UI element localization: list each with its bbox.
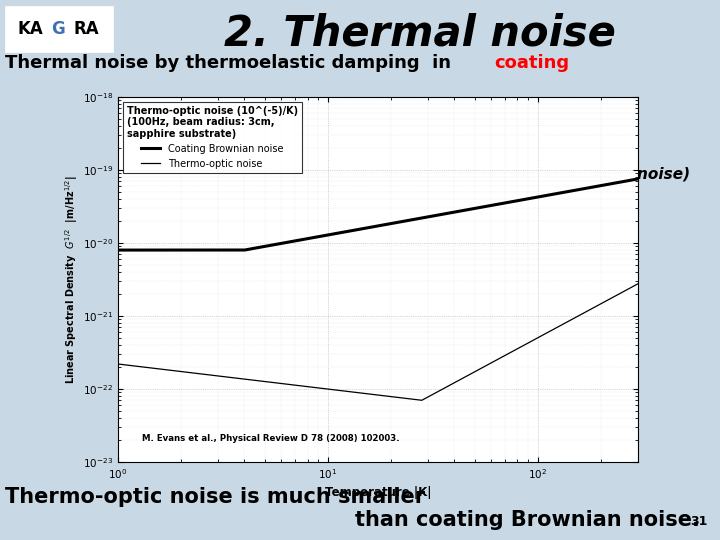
Coating Brownian noise: [349, 227, 358, 234]
Coating Brownian noise: [634, 176, 642, 182]
Thermo-optic noise: [248, 377, 256, 383]
Text: G: G: [51, 20, 65, 38]
Thermo-optic noise: [462, 373, 470, 380]
Thermo-optic noise: [421, 395, 430, 402]
Text: 31: 31: [690, 515, 708, 528]
Thermo-optic noise: [506, 349, 515, 356]
Y-axis label: Linear Spectral Density  $G^{1/2}$  |m/Hz$^{1/2}$|: Linear Spectral Density $G^{1/2}$ |m/Hz$…: [63, 176, 80, 384]
Thermo-optic noise: [206, 372, 215, 378]
Text: Thermal noise by thermoelastic damping  in: Thermal noise by thermoelastic damping i…: [5, 54, 457, 72]
Text: KA: KA: [17, 20, 43, 38]
Coating Brownian noise: [114, 247, 122, 253]
Line: Coating Brownian noise: Coating Brownian noise: [118, 179, 638, 250]
Text: (Thermo-optic noise): (Thermo-optic noise): [510, 167, 690, 182]
Text: 2. Thermal noise: 2. Thermal noise: [224, 12, 616, 54]
Thermo-optic noise: [634, 280, 642, 287]
Text: Thermo-optic noise is much smaller: Thermo-optic noise is much smaller: [5, 487, 425, 507]
Text: than coating Brownian noise.: than coating Brownian noise.: [355, 510, 700, 530]
Legend: Coating Brownian noise, Thermo-optic noise: Coating Brownian noise, Thermo-optic noi…: [123, 102, 302, 173]
Text: coating: coating: [494, 54, 569, 72]
Coating Brownian noise: [206, 247, 215, 253]
Text: M. Evans et al., Physical Review D 78 (2008) 102003.: M. Evans et al., Physical Review D 78 (2…: [142, 434, 400, 443]
Coating Brownian noise: [420, 214, 429, 221]
Bar: [5, 6, 113, 52]
Thermo-optic noise: [349, 389, 358, 395]
Coating Brownian noise: [505, 199, 514, 205]
X-axis label: Temperature |K|: Temperature |K|: [325, 486, 431, 499]
Coating Brownian noise: [248, 246, 256, 252]
Coating Brownian noise: [461, 207, 469, 213]
Line: Thermo-optic noise: Thermo-optic noise: [118, 284, 638, 400]
Text: RA: RA: [73, 20, 99, 38]
Thermo-optic noise: [114, 361, 122, 367]
Thermo-optic noise: [418, 397, 426, 403]
